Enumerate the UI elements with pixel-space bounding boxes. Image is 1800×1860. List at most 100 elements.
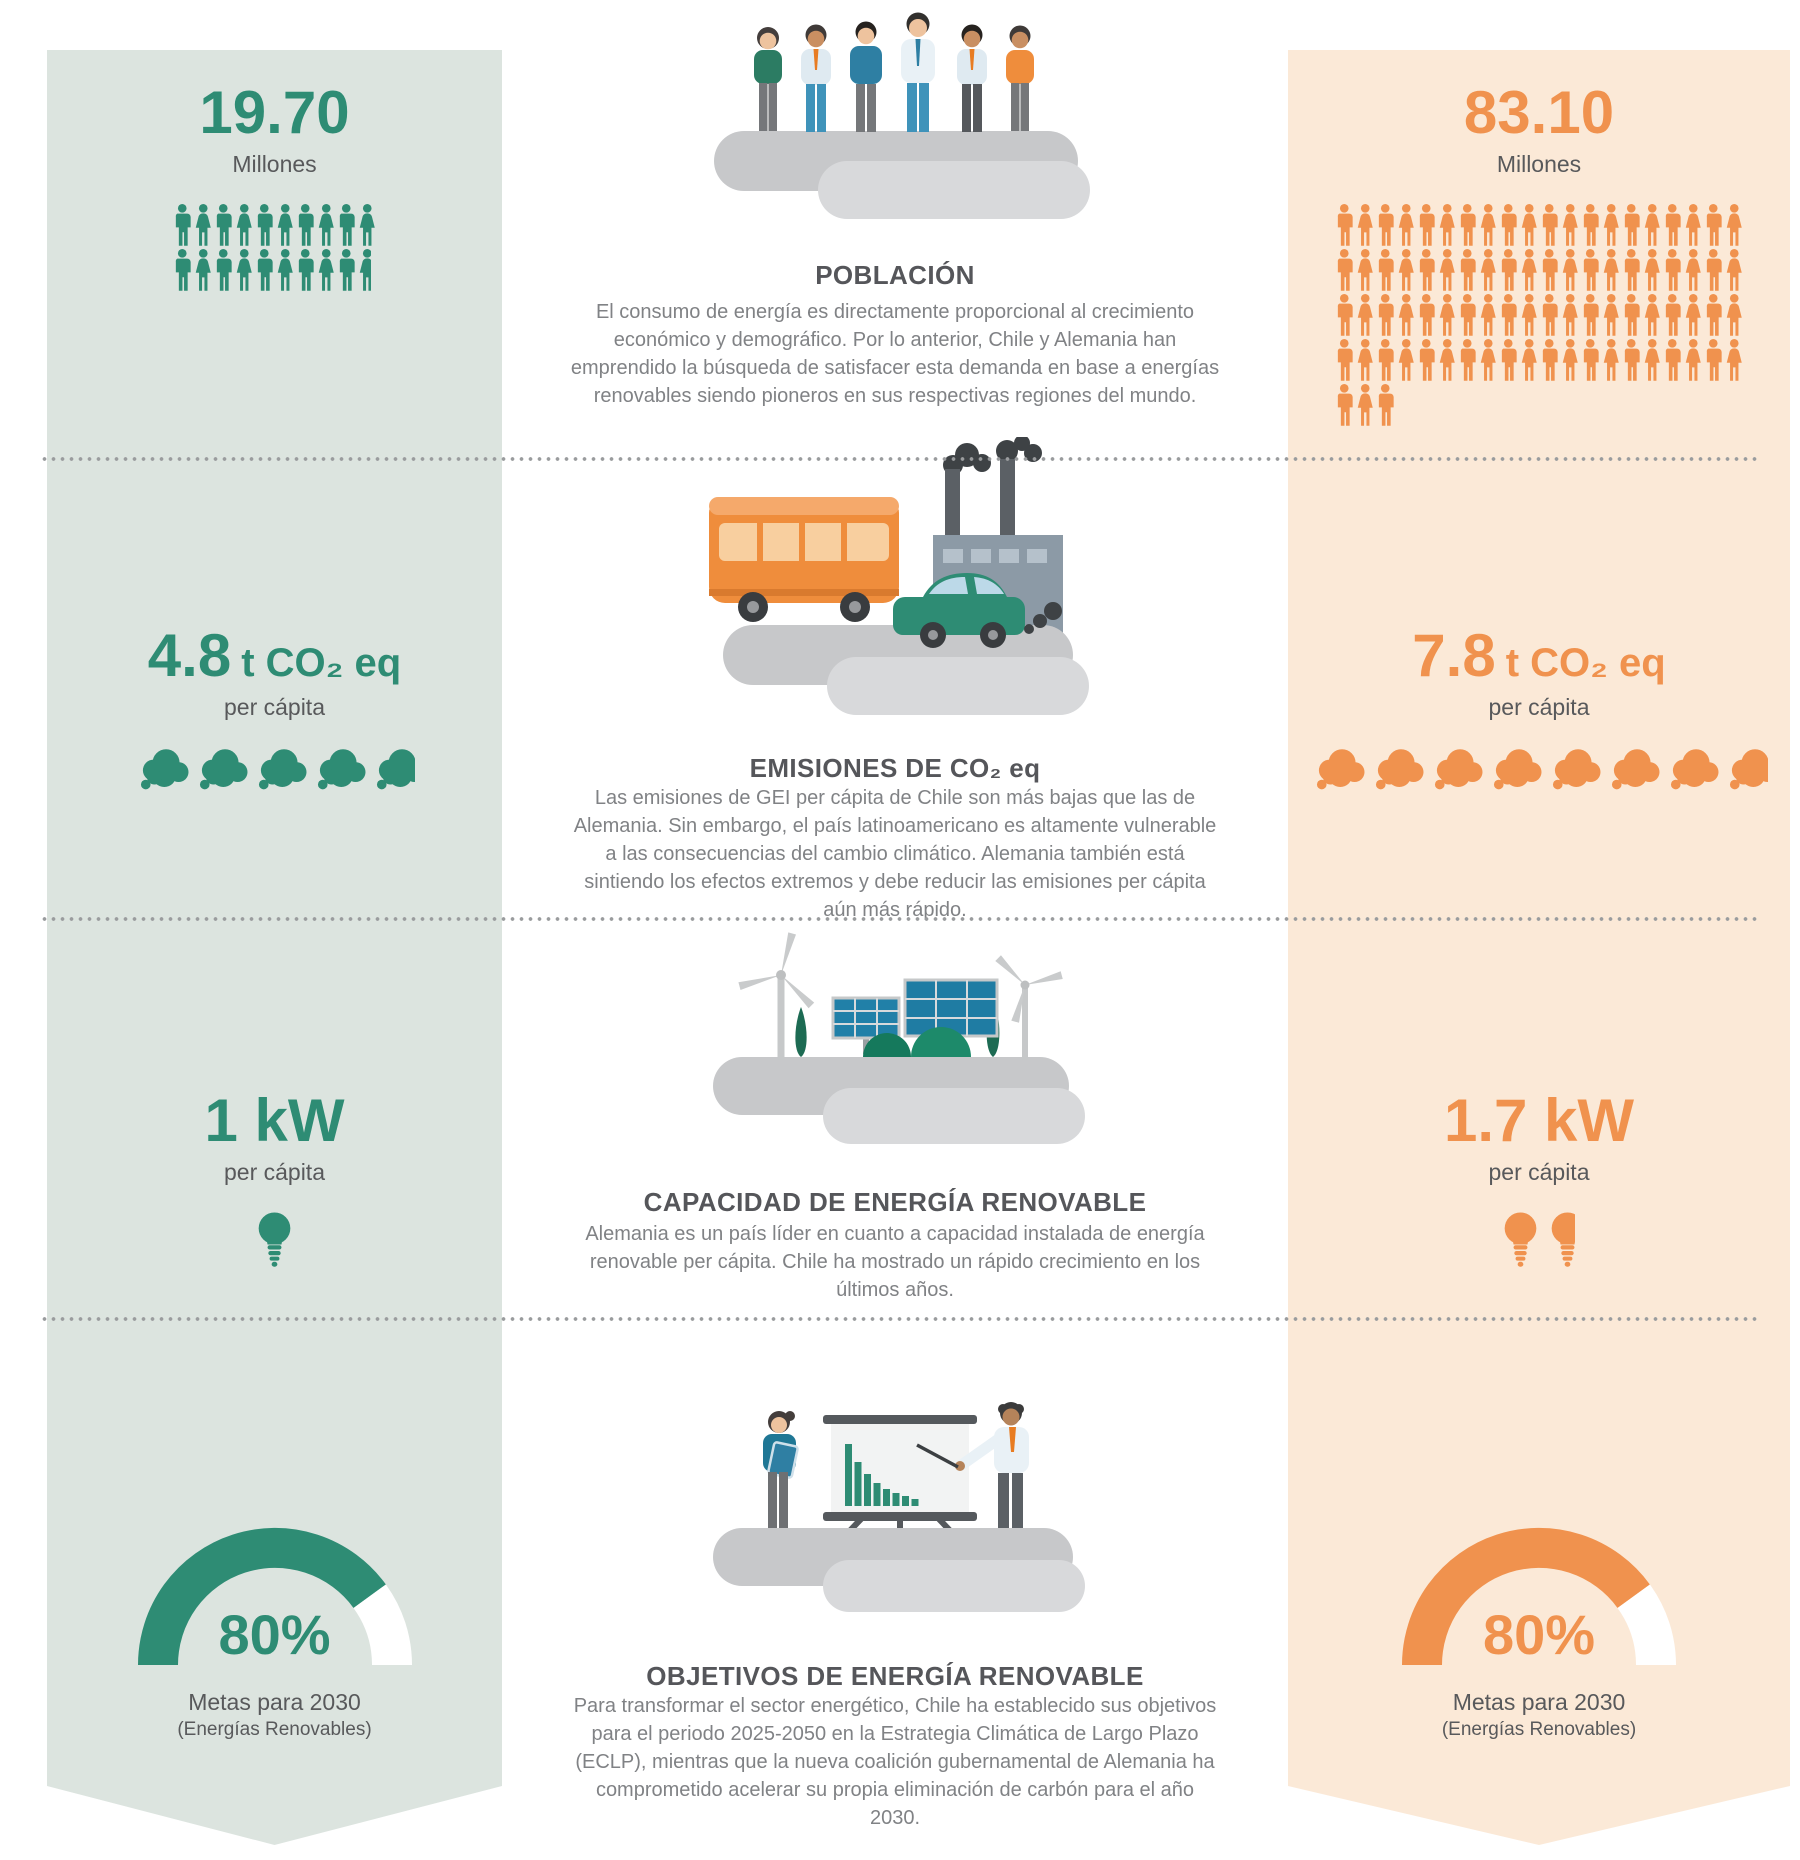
woman-icon <box>1398 294 1414 336</box>
man-icon <box>1665 294 1681 336</box>
man-icon <box>1583 204 1599 246</box>
man-icon <box>1624 294 1640 336</box>
section-title-poblacion: POBLACIÓN <box>815 259 975 290</box>
population-illustration <box>700 8 1090 223</box>
man-icon <box>1378 339 1394 381</box>
man-icon <box>1378 294 1394 336</box>
bulb-icon <box>1551 1212 1575 1267</box>
woman-icon <box>359 249 371 291</box>
man-icon <box>1501 249 1517 291</box>
germany-population-value: 83.10 <box>1463 79 1615 146</box>
chile-capacity-stat: 1 kW per cápita <box>47 1090 502 1274</box>
chile-goal-gauge: 80% <box>135 1520 415 1670</box>
man-icon <box>1419 294 1435 336</box>
person-pictogram-row <box>1334 339 1744 381</box>
man-icon <box>1706 294 1722 336</box>
chile-gauge-chart <box>137 1527 412 1666</box>
section-title-objetivos: OBJETIVOS DE ENERGÍA RENOVABLE <box>646 1660 1144 1691</box>
woman-icon <box>1644 339 1660 381</box>
woman-icon <box>1357 384 1373 426</box>
woman-icon <box>318 249 334 291</box>
person-pictogram-row <box>172 249 377 291</box>
section-text-poblacion: El consumo de energía es directamente pr… <box>570 301 1220 407</box>
man-icon <box>257 249 273 291</box>
woman-icon <box>1521 339 1537 381</box>
woman-icon <box>1439 204 1455 246</box>
man-icon <box>1378 249 1394 291</box>
wind-solar-icon <box>713 932 1085 1144</box>
cloud-icon <box>376 749 416 790</box>
germany-goal-stat: 80% Metas para 2030 (Energías Renovables… <box>1288 1520 1790 1741</box>
partial-bulb-icon <box>1550 1212 1575 1269</box>
woman-icon <box>1439 249 1455 291</box>
woman-icon <box>1644 294 1660 336</box>
section-title-capacidad: CAPACIDAD DE ENERGÍA RENOVABLE <box>643 1186 1147 1217</box>
woman-icon <box>1603 294 1619 336</box>
man-icon <box>216 204 232 246</box>
germany-population-unit: Millones <box>1496 151 1582 177</box>
cloud-icon <box>1670 749 1719 790</box>
germany-population-stat: 83.10 Millones <box>1288 82 1790 431</box>
chile-column-panel: 19.70 Millones 4.8 t CO₂ eq per cápita 1 … <box>47 50 502 1845</box>
goals-illustration <box>695 1388 1095 1628</box>
germany-capacity-pictogram <box>1497 1209 1581 1272</box>
cloud-icon <box>258 749 307 790</box>
man-icon <box>1337 384 1353 426</box>
woman-icon <box>1357 339 1373 381</box>
man-icon <box>175 249 191 291</box>
person-pictogram-row <box>172 204 377 246</box>
bulb-icon <box>1504 1212 1537 1267</box>
woman-icon <box>1439 339 1455 381</box>
man-icon <box>1337 339 1353 381</box>
cloud-icon <box>1434 749 1483 790</box>
woman-icon <box>1480 339 1496 381</box>
section-text-capacidad: Alemania es un país líder en cuanto a ca… <box>585 1223 1205 1301</box>
man-icon <box>1460 204 1476 246</box>
bus-car-factory-icon <box>709 437 1089 715</box>
woman-icon <box>1357 294 1373 336</box>
chile-population-value: 19.70 <box>199 79 350 146</box>
woman-icon <box>1480 294 1496 336</box>
woman-icon <box>1480 249 1496 291</box>
woman-icon <box>1398 249 1414 291</box>
chile-population-stat: 19.70 Millones <box>47 82 502 296</box>
woman-icon <box>1726 294 1742 336</box>
woman-icon <box>1562 204 1578 246</box>
man-icon <box>1460 339 1476 381</box>
man-icon <box>298 204 314 246</box>
chile-co2-pictogram <box>133 744 417 793</box>
woman-icon <box>1480 204 1496 246</box>
woman-icon <box>1603 249 1619 291</box>
section-text-objetivos: Para transformar el sector energético, C… <box>573 1695 1217 1829</box>
man-icon <box>1337 249 1353 291</box>
germany-column-panel: 83.10 Millones 7.8 t CO₂ eq per cápita 1.… <box>1288 50 1790 1845</box>
cloud-pictogram-row <box>1309 747 1770 790</box>
presentation-icon <box>713 1402 1085 1612</box>
cloud-icon <box>1316 749 1365 790</box>
chile-capacity-pictogram <box>251 1209 298 1272</box>
cloud-icon <box>1552 749 1601 790</box>
woman-icon <box>1396 384 1398 426</box>
person-pictogram-row <box>1334 204 1744 246</box>
bulb-pictogram-row <box>1497 1212 1581 1269</box>
person-pictogram-row <box>1334 249 1744 291</box>
man-icon <box>1501 339 1517 381</box>
man-icon <box>339 249 355 291</box>
partial-person-icon <box>357 249 371 291</box>
renewables-illustration <box>695 930 1095 1150</box>
woman-icon <box>1521 249 1537 291</box>
man-icon <box>1624 339 1640 381</box>
woman-icon <box>359 204 375 246</box>
man-icon <box>1706 249 1722 291</box>
man-icon <box>1542 249 1558 291</box>
man-icon <box>1624 249 1640 291</box>
man-icon <box>339 204 355 246</box>
man-icon <box>1460 294 1476 336</box>
man-icon <box>1542 294 1558 336</box>
woman-icon <box>1726 339 1742 381</box>
germany-population-pictogram <box>1334 201 1744 429</box>
chile-goal-percent: 80% <box>218 1603 331 1666</box>
woman-icon <box>1726 249 1742 291</box>
man-icon <box>1665 249 1681 291</box>
